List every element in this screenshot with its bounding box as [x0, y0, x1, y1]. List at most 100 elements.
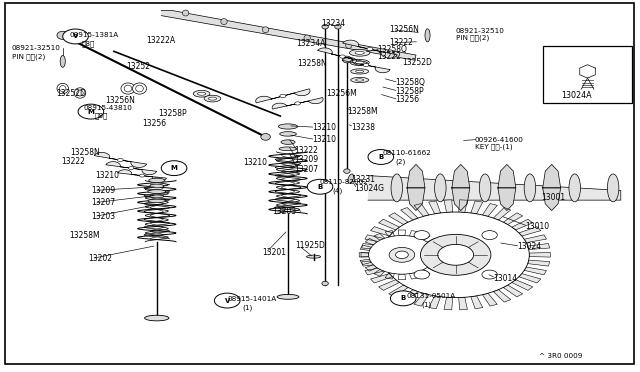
Polygon shape	[317, 48, 367, 65]
Polygon shape	[407, 164, 425, 188]
Ellipse shape	[77, 90, 83, 96]
Polygon shape	[401, 208, 418, 220]
Circle shape	[307, 179, 333, 194]
Polygon shape	[379, 219, 399, 230]
Ellipse shape	[280, 132, 296, 136]
Text: 13207: 13207	[91, 198, 115, 207]
Ellipse shape	[193, 90, 210, 97]
Ellipse shape	[182, 10, 189, 16]
Polygon shape	[419, 234, 430, 240]
Text: 13024: 13024	[517, 242, 541, 251]
Polygon shape	[272, 97, 323, 109]
Text: PIN ピン(2): PIN ピン(2)	[12, 53, 45, 60]
Text: (4): (4)	[333, 187, 343, 194]
Ellipse shape	[348, 174, 353, 183]
Ellipse shape	[60, 86, 66, 92]
Text: 13222: 13222	[389, 38, 413, 47]
Text: 13210: 13210	[243, 158, 268, 167]
Ellipse shape	[57, 31, 68, 39]
Text: B: B	[378, 154, 383, 160]
Ellipse shape	[209, 97, 216, 100]
Polygon shape	[543, 164, 561, 188]
Ellipse shape	[277, 295, 299, 299]
Polygon shape	[429, 296, 440, 309]
Text: 08131-0501A: 08131-0501A	[406, 293, 456, 299]
Polygon shape	[374, 234, 385, 240]
Text: 13252D: 13252D	[402, 58, 432, 67]
Polygon shape	[362, 260, 383, 266]
Text: PIN ピン(2): PIN ピン(2)	[456, 35, 489, 41]
Text: 08921-32510: 08921-32510	[456, 28, 504, 33]
Ellipse shape	[57, 83, 68, 94]
Text: 13256N: 13256N	[106, 96, 136, 105]
Polygon shape	[498, 188, 516, 211]
Text: 13222: 13222	[61, 157, 84, 166]
Ellipse shape	[349, 49, 370, 56]
Circle shape	[295, 102, 300, 105]
Text: 13258P: 13258P	[158, 109, 187, 118]
Text: 13222A: 13222A	[146, 36, 175, 45]
Ellipse shape	[425, 29, 430, 42]
Ellipse shape	[335, 25, 341, 29]
Polygon shape	[371, 227, 392, 236]
Text: 13210: 13210	[312, 135, 337, 144]
Ellipse shape	[261, 134, 270, 140]
Text: M: M	[171, 165, 177, 171]
Circle shape	[367, 47, 373, 51]
Polygon shape	[410, 273, 419, 279]
Ellipse shape	[279, 147, 297, 151]
Text: 08915-43810: 08915-43810	[83, 105, 132, 111]
Text: V: V	[73, 33, 78, 39]
Circle shape	[396, 251, 408, 259]
Polygon shape	[118, 170, 166, 182]
Circle shape	[364, 64, 369, 67]
Polygon shape	[483, 293, 497, 306]
Polygon shape	[512, 219, 532, 230]
Polygon shape	[365, 267, 387, 275]
Ellipse shape	[262, 27, 269, 33]
Polygon shape	[503, 285, 523, 297]
Text: 13258Q: 13258Q	[378, 45, 408, 54]
Polygon shape	[407, 188, 425, 211]
Circle shape	[414, 231, 429, 240]
Text: 13001: 13001	[541, 193, 565, 202]
Ellipse shape	[148, 190, 166, 193]
Ellipse shape	[304, 35, 310, 41]
Polygon shape	[414, 203, 429, 217]
Polygon shape	[388, 285, 408, 297]
Circle shape	[140, 174, 145, 177]
Polygon shape	[360, 245, 371, 250]
Ellipse shape	[149, 178, 165, 183]
Polygon shape	[398, 230, 406, 235]
Ellipse shape	[351, 69, 369, 74]
Polygon shape	[359, 253, 369, 257]
Polygon shape	[398, 274, 406, 280]
Text: 11925D: 11925D	[296, 241, 326, 250]
Polygon shape	[433, 245, 444, 250]
Polygon shape	[493, 208, 511, 220]
Polygon shape	[379, 280, 399, 291]
Text: 13209: 13209	[294, 155, 319, 164]
Text: 13258N: 13258N	[298, 60, 327, 68]
Text: 13256: 13256	[396, 95, 420, 104]
Polygon shape	[94, 153, 147, 167]
Text: （8）: （8）	[95, 113, 108, 119]
Circle shape	[129, 167, 134, 170]
Polygon shape	[256, 89, 310, 103]
Ellipse shape	[569, 174, 580, 202]
Circle shape	[161, 161, 187, 176]
Circle shape	[482, 231, 497, 240]
Text: 13258N: 13258N	[70, 148, 100, 157]
Ellipse shape	[148, 199, 166, 202]
Ellipse shape	[356, 70, 364, 73]
Polygon shape	[471, 296, 483, 309]
Polygon shape	[483, 203, 497, 217]
Polygon shape	[365, 235, 387, 243]
Ellipse shape	[124, 85, 132, 92]
Text: 08915-1401A: 08915-1401A	[227, 296, 276, 302]
Polygon shape	[452, 164, 470, 188]
Ellipse shape	[344, 169, 350, 173]
Text: 13203: 13203	[91, 212, 115, 221]
Circle shape	[78, 104, 104, 119]
Polygon shape	[414, 293, 429, 306]
